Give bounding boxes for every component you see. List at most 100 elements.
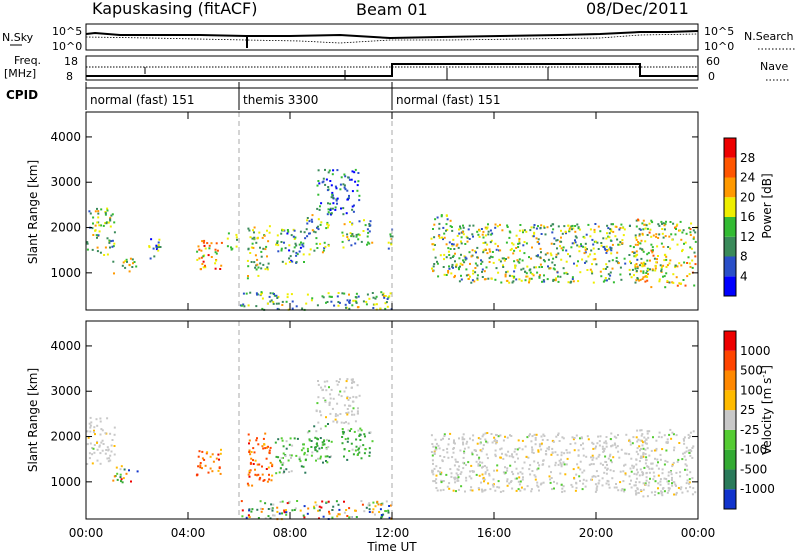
data-cell [459,473,462,475]
data-cell [613,442,616,445]
data-cell [576,223,579,226]
data-cell [445,256,448,259]
data-cell [204,247,207,250]
data-cell [526,275,529,278]
data-cell [432,445,435,448]
data-cell [281,229,284,232]
data-cell [261,473,264,476]
data-cell [511,242,514,245]
colorbar-tick-label: -1000 [740,482,775,496]
data-cell [692,487,695,490]
data-cell [286,296,289,299]
data-cell [686,490,689,493]
data-cell [511,281,514,284]
data-cell [689,449,692,451]
data-cell [388,295,391,298]
data-cell [353,430,356,433]
data-cell [615,446,618,449]
data-cell [327,211,330,214]
data-cell [539,247,542,250]
data-cell [374,297,377,300]
data-cell [253,231,255,234]
data-cell [451,229,454,232]
data-cell [582,482,585,485]
data-cell [533,231,536,234]
data-cell [665,441,668,444]
data-cell [325,501,328,504]
data-cell [676,460,679,463]
data-cell [259,476,262,479]
data-cell [203,458,206,461]
data-cell [380,503,383,506]
data-cell [641,433,644,436]
data-cell [260,291,263,294]
data-cell [595,470,598,473]
data-cell [624,472,627,475]
data-cell [654,457,656,460]
data-cell [112,260,115,263]
data-cell [124,260,127,263]
data-cell [608,236,611,239]
data-cell [290,470,293,473]
data-cell [450,475,453,478]
data-cell [542,259,545,262]
data-cell [566,273,569,275]
data-cell [523,252,526,255]
data-cell [649,268,651,271]
data-cell [560,454,563,457]
data-cell [689,454,692,457]
colorbar-tick-label: 16 [740,210,755,224]
data-cell [295,305,298,308]
data-cell [577,449,580,452]
data-cell [646,253,649,256]
data-cell [271,509,274,512]
data-cell [248,451,251,453]
data-cell [454,274,456,277]
data-cell [92,216,95,219]
data-cell [609,469,612,472]
data-cell [537,461,539,464]
data-cell [623,228,626,231]
data-cell [106,446,109,449]
data-cell [604,466,607,469]
data-cell [226,245,229,248]
data-cell [693,251,696,254]
data-cell [661,468,664,471]
data-cell [98,444,101,447]
data-cell [601,477,604,480]
data-cell [347,198,349,201]
data-cell [674,266,677,269]
data-cell [281,304,284,306]
data-cell [634,265,637,268]
data-cell [677,458,680,461]
data-cell [543,226,546,229]
data-cell [435,465,438,468]
data-cell [351,205,354,208]
data-cell [637,242,640,245]
data-cell [108,241,111,244]
data-cell [635,225,638,228]
data-cell [673,446,676,449]
data-cell [606,467,609,470]
data-cell [560,258,563,261]
data-cell [576,463,579,466]
data-cell [447,270,450,272]
data-cell [458,257,461,260]
data-cell [99,420,102,423]
data-cell [540,442,543,445]
data-cell [609,438,612,440]
data-cell [549,481,552,484]
data-cell [313,249,316,252]
data-cell [559,461,562,464]
data-cell [615,225,618,228]
data-cell [202,241,205,244]
colorbar-swatch [724,177,736,198]
data-cell [653,475,656,478]
data-cell [530,226,533,229]
data-cell [635,463,638,466]
data-cell [197,245,200,248]
data-cell [552,279,555,282]
x-tick-labels: 00:00 04:00 08:00 12:00 16:00 20:00 00:00 [69,526,716,540]
data-cell [558,440,561,442]
data-cell [502,471,505,474]
